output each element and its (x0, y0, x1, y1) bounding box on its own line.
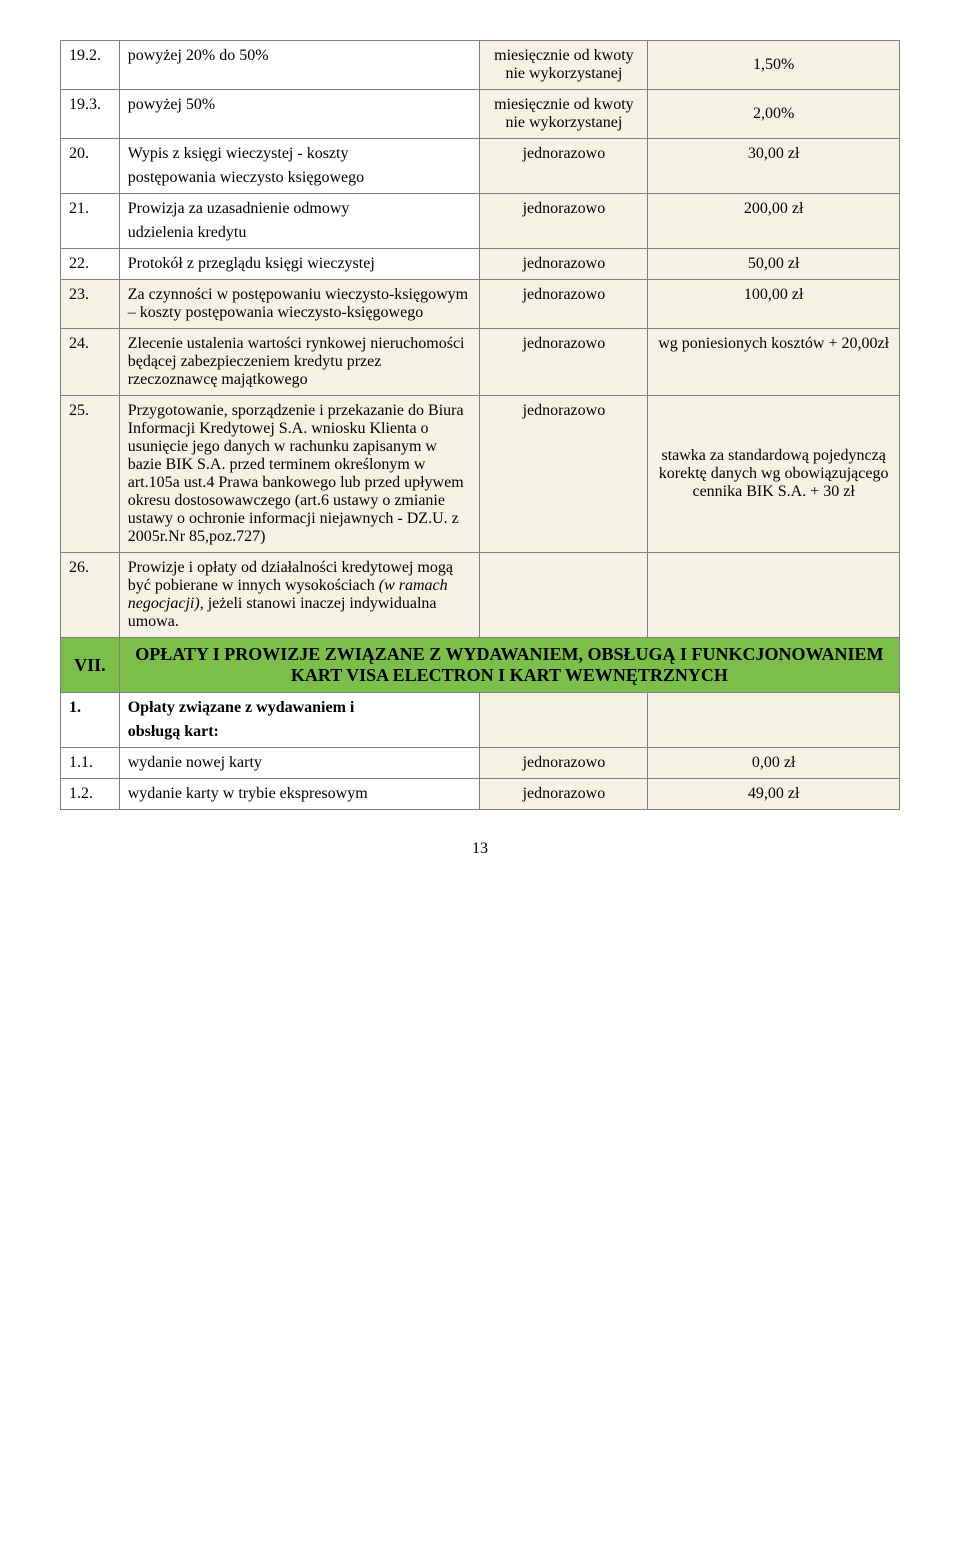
row-desc: Prowizja za uzasadnienie odmowy udzielen… (119, 194, 480, 249)
row-mode: jednorazowo (480, 396, 648, 553)
row-value: 200,00 zł (648, 194, 900, 249)
row-value: 0,00 zł (648, 748, 900, 779)
row-mode: jednorazowo (480, 748, 648, 779)
table-row: 25. Przygotowanie, sporządzenie i przeka… (61, 396, 900, 553)
table-row: 20. Wypis z księgi wieczystej - koszty p… (61, 139, 900, 194)
row-mode: jednorazowo (480, 249, 648, 280)
row-value: stawka za standardową pojedynczą korektę… (648, 396, 900, 553)
row-number: 19.2. (61, 41, 120, 90)
row-value: 30,00 zł (648, 139, 900, 194)
row-desc-line: udzielenia kredytu (128, 224, 472, 242)
row-number: 22. (61, 249, 120, 280)
section-title: OPŁATY I PROWIZJE ZWIĄZANE Z WYDAWANIEM,… (119, 638, 899, 693)
row-desc: Opłaty związane z wydawaniem i obsługą k… (119, 693, 480, 748)
row-number: 26. (61, 553, 120, 638)
row-desc: powyżej 20% do 50% (119, 41, 480, 90)
row-number: 23. (61, 280, 120, 329)
table-row: 22. Protokół z przeglądu księgi wieczyst… (61, 249, 900, 280)
row-desc: powyżej 50% (119, 90, 480, 139)
row-mode-empty (480, 553, 648, 638)
row-desc: Protokół z przeglądu księgi wieczystej (119, 249, 480, 280)
row-desc: Przygotowanie, sporządzenie i przekazani… (119, 396, 480, 553)
row-desc: Zlecenie ustalenia wartości rynkowej nie… (119, 329, 480, 396)
row-number: 1.2. (61, 779, 120, 810)
row-mode: jednorazowo (480, 139, 648, 194)
row-mode: jednorazowo (480, 779, 648, 810)
row-desc: Prowizje i opłaty od działalności kredyt… (119, 553, 480, 638)
row-desc-line: Prowizja za uzasadnienie odmowy (128, 200, 472, 218)
row-mode: miesięcznie od kwoty nie wykorzystanej (480, 41, 648, 90)
row-number: 1. (61, 693, 120, 748)
row-mode: jednorazowo (480, 194, 648, 249)
table-row: 19.3. powyżej 50% miesięcznie od kwoty n… (61, 90, 900, 139)
row-desc: Wypis z księgi wieczystej - koszty postę… (119, 139, 480, 194)
row-value: 1,50% (648, 41, 900, 90)
row-value: 100,00 zł (648, 280, 900, 329)
row-desc: wydanie nowej karty (119, 748, 480, 779)
table-row: 1.2. wydanie karty w trybie ekspresowym … (61, 779, 900, 810)
fee-table: 19.2. powyżej 20% do 50% miesięcznie od … (60, 40, 900, 810)
row-number: 1.1. (61, 748, 120, 779)
row-number: 21. (61, 194, 120, 249)
row-mode: miesięcznie od kwoty nie wykorzystanej (480, 90, 648, 139)
table-row: 19.2. powyżej 20% do 50% miesięcznie od … (61, 41, 900, 90)
row-desc-line: Opłaty związane z wydawaniem i (128, 699, 472, 717)
row-desc: wydanie karty w trybie ekspresowym (119, 779, 480, 810)
row-number: 19.3. (61, 90, 120, 139)
table-row: 23. Za czynności w postępowaniu wieczyst… (61, 280, 900, 329)
row-value: 2,00% (648, 90, 900, 139)
row-value: 50,00 zł (648, 249, 900, 280)
row-number: 20. (61, 139, 120, 194)
row-value-empty (648, 553, 900, 638)
row-value-empty (648, 693, 900, 748)
row-value: 49,00 zł (648, 779, 900, 810)
row-mode-empty (480, 693, 648, 748)
row-number: 24. (61, 329, 120, 396)
table-row: 1.1. wydanie nowej karty jednorazowo 0,0… (61, 748, 900, 779)
row-desc-line: Wypis z księgi wieczystej - koszty (128, 145, 472, 163)
section-number: VII. (61, 638, 120, 693)
table-row: 1. Opłaty związane z wydawaniem i obsług… (61, 693, 900, 748)
row-number: 25. (61, 396, 120, 553)
row-desc: Za czynności w postępowaniu wieczysto-ks… (119, 280, 480, 329)
table-row: 21. Prowizja za uzasadnienie odmowy udzi… (61, 194, 900, 249)
row-value: wg poniesionych kosztów + 20,00zł (648, 329, 900, 396)
section-header-row: VII. OPŁATY I PROWIZJE ZWIĄZANE Z WYDAWA… (61, 638, 900, 693)
row-mode: jednorazowo (480, 329, 648, 396)
row-mode: jednorazowo (480, 280, 648, 329)
row-desc-line: obsługą kart: (128, 723, 472, 741)
row-desc-line: postępowania wieczysto księgowego (128, 169, 472, 187)
page-number: 13 (60, 840, 900, 858)
table-row: 24. Zlecenie ustalenia wartości rynkowej… (61, 329, 900, 396)
table-row: 26. Prowizje i opłaty od działalności kr… (61, 553, 900, 638)
